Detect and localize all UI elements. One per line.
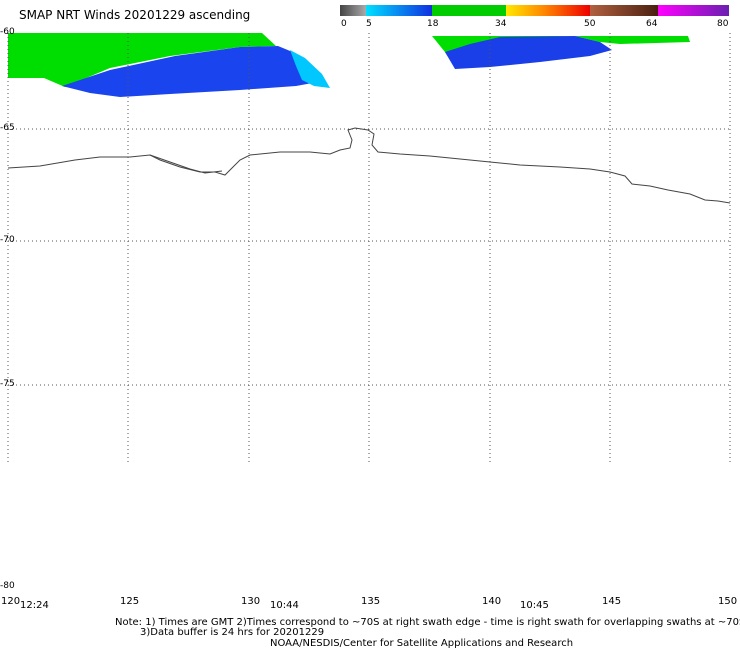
colorbar-segment-18-34 — [432, 5, 506, 16]
colorbar-label-5: 5 — [366, 19, 372, 29]
wind-swath-left-cyan — [290, 50, 330, 88]
lat-label-65: -65 — [0, 123, 15, 133]
note-line-1: Note: 1) Times are GMT 2)Times correspon… — [115, 617, 740, 628]
note-line-3: NOAA/NESDIS/Center for Satellite Applica… — [270, 638, 574, 649]
wind-speed-colorbar — [340, 5, 729, 16]
map-title: SMAP NRT Winds 20201229 ascending — [19, 8, 251, 22]
wind-swath-left-green — [8, 33, 276, 87]
lon-label-120: 120 — [1, 596, 21, 607]
swath-time-1: 12:24 — [20, 600, 49, 611]
swath-time-3: 10:45 — [520, 600, 549, 611]
colorbar-label-34: 34 — [495, 19, 507, 29]
lat-label-60: -60 — [0, 27, 15, 37]
lon-label-140: 140 — [482, 596, 502, 607]
wind-swath-right-green — [432, 36, 690, 60]
colorbar-label-50: 50 — [584, 19, 596, 29]
note-line-2: 3)Data buffer is 24 hrs for 20201229 — [140, 627, 325, 638]
lon-label-125: 125 — [120, 596, 140, 607]
colorbar-segment-34-50 — [506, 5, 590, 16]
colorbar-segment-5-18 — [366, 5, 432, 16]
colorbar-segment-50-64 — [590, 5, 658, 16]
lat-label-80: -80 — [0, 581, 15, 591]
coastline — [7, 127, 731, 204]
lon-label-150: 150 — [718, 596, 738, 607]
wind-swath-right-blue — [445, 36, 612, 69]
colorbar-segment-64-80 — [658, 5, 729, 16]
lat-label-75: -75 — [0, 379, 15, 389]
lon-label-130: 130 — [241, 596, 261, 607]
colorbar-label-0: 0 — [341, 19, 347, 29]
swath-time-2: 10:44 — [270, 600, 299, 611]
graticule — [8, 33, 730, 465]
wind-swath-left-blue — [62, 46, 318, 97]
colorbar-segment-0-5 — [340, 5, 366, 16]
lat-label-70: -70 — [0, 235, 15, 245]
lon-label-145: 145 — [602, 596, 622, 607]
lon-label-135: 135 — [361, 596, 381, 607]
colorbar-label-64: 64 — [646, 19, 658, 29]
colorbar-label-80: 80 — [717, 19, 729, 29]
map-frame — [7, 33, 731, 465]
coastline-inlet — [149, 154, 223, 174]
colorbar-label-18: 18 — [427, 19, 439, 29]
